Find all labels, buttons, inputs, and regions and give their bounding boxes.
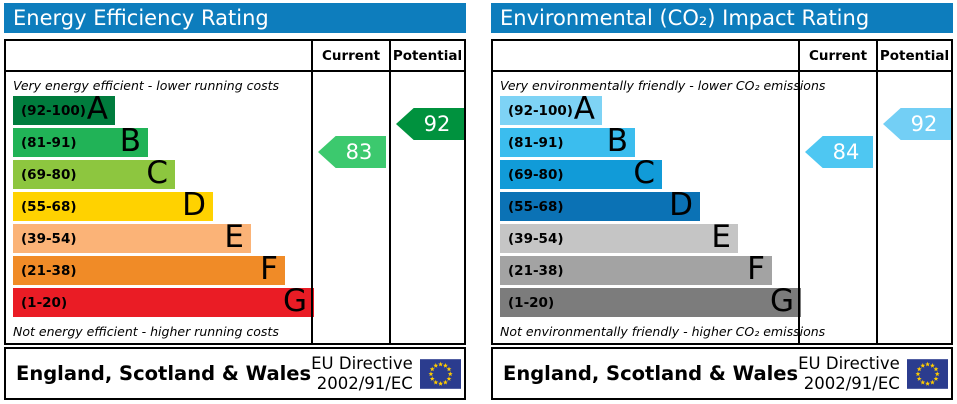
band-range: (39-54) xyxy=(508,230,564,247)
panel-environmental-impact: Environmental (CO₂) Impact Rating Curren… xyxy=(491,3,953,400)
eu-directive-line1: EU Directive xyxy=(798,353,900,373)
column-header-potential: Potential xyxy=(389,41,464,72)
caption-very-friendly: Very environmentally friendly - lower CO… xyxy=(500,78,826,93)
band-row-g: (1-20) G xyxy=(13,283,314,319)
eu-directive-label: EU Directive 2002/91/EC xyxy=(798,354,900,394)
panel-title-environmental: Environmental (CO₂) Impact Rating xyxy=(491,3,953,33)
band-range: (81-91) xyxy=(508,134,564,151)
potential-rating-arrow: 92 xyxy=(396,108,464,140)
band-row-e: (39-54) E xyxy=(500,219,798,255)
band-letter: A xyxy=(573,91,595,127)
band-row-d: (55-68) D xyxy=(500,187,798,223)
column-header-potential: Potential xyxy=(876,41,951,72)
band-letter: G xyxy=(282,283,307,319)
band-letter: E xyxy=(224,219,244,255)
band-b: (81-91) B xyxy=(500,123,635,159)
band-row-b: (81-91) B xyxy=(13,123,311,159)
band-row-d: (55-68) D xyxy=(13,187,311,223)
band-range: (81-91) xyxy=(21,134,77,151)
panel-title-energy: Energy Efficiency Rating xyxy=(4,3,466,33)
eu-flag-icon xyxy=(419,358,461,389)
band-letter: D xyxy=(669,187,693,223)
co2-bands-area: Very environmentally friendly - lower CO… xyxy=(493,72,826,344)
band-row-a: (92-100) A xyxy=(13,91,311,127)
energy-bands-area: Very energy efficient - lower running co… xyxy=(6,72,314,344)
table-corner-cell xyxy=(6,41,311,72)
band-letter: G xyxy=(769,283,794,319)
band-range: (39-54) xyxy=(21,230,77,247)
caption-very-efficient: Very energy efficient - lower running co… xyxy=(13,78,280,93)
eu-directive-line1: EU Directive xyxy=(311,353,413,373)
caption-not-friendly: Not environmentally friendly - higher CO… xyxy=(500,324,826,339)
potential-rating-column: 92 xyxy=(389,72,464,344)
band-letter: A xyxy=(86,91,108,127)
energy-rating-table: Current Potential Very energy efficient … xyxy=(4,39,466,345)
eu-directive-line2: 2002/91/EC xyxy=(803,373,900,393)
environmental-rating-table: Current Potential Very environmentally f… xyxy=(491,39,953,345)
band-range: (69-80) xyxy=(21,166,77,183)
band-row-c: (69-80) C xyxy=(500,155,798,191)
band-row-b: (81-91) B xyxy=(500,123,798,159)
band-letter: B xyxy=(119,123,141,159)
band-e: (39-54) E xyxy=(13,219,251,255)
band-g: (1-20) G xyxy=(13,283,314,319)
band-range: (92-100) xyxy=(508,102,573,119)
band-a: (92-100) A xyxy=(13,91,115,127)
band-letter: F xyxy=(260,251,278,287)
band-letter: B xyxy=(606,123,628,159)
panel-energy-efficiency: Energy Efficiency Rating Current Potenti… xyxy=(4,3,466,400)
potential-rating-column: 92 xyxy=(876,72,951,344)
band-d: (55-68) D xyxy=(13,187,213,223)
eu-directive-label: EU Directive 2002/91/EC xyxy=(311,354,413,394)
caption-not-efficient: Not energy efficient - higher running co… xyxy=(13,324,279,339)
band-row-e: (39-54) E xyxy=(13,219,311,255)
band-letter: F xyxy=(747,251,765,287)
eu-directive-line2: 2002/91/EC xyxy=(316,373,413,393)
band-range: (1-20) xyxy=(21,294,68,311)
band-g: (1-20) G xyxy=(500,283,801,319)
band-f: (21-38) F xyxy=(13,251,285,287)
current-rating-arrow: 84 xyxy=(805,136,873,168)
band-b: (81-91) B xyxy=(13,123,148,159)
band-row-g: (1-20) G xyxy=(500,283,801,319)
band-range: (21-38) xyxy=(508,262,564,279)
band-c: (69-80) C xyxy=(13,155,175,191)
band-letter: C xyxy=(633,155,655,191)
band-letter: C xyxy=(146,155,168,191)
region-label: England, Scotland & Wales xyxy=(503,362,799,385)
current-rating-column: 84 xyxy=(798,72,876,344)
band-row-a: (92-100) A xyxy=(500,91,798,127)
band-f: (21-38) F xyxy=(500,251,772,287)
band-row-f: (21-38) F xyxy=(500,251,798,287)
current-rating-arrow: 83 xyxy=(318,136,386,168)
band-letter: E xyxy=(711,219,731,255)
band-range: (55-68) xyxy=(21,198,77,215)
band-row-c: (69-80) C xyxy=(13,155,311,191)
band-a: (92-100) A xyxy=(500,91,602,127)
band-d: (55-68) D xyxy=(500,187,700,223)
band-letter: D xyxy=(182,187,206,223)
band-e: (39-54) E xyxy=(500,219,738,255)
potential-rating-arrow: 92 xyxy=(883,108,951,140)
region-label: England, Scotland & Wales xyxy=(16,362,312,385)
band-range: (1-20) xyxy=(508,294,555,311)
panel-footer-energy: England, Scotland & Wales EU Directive 2… xyxy=(4,347,466,400)
band-range: (55-68) xyxy=(508,198,564,215)
column-header-current: Current xyxy=(798,41,876,72)
panel-footer-environmental: England, Scotland & Wales EU Directive 2… xyxy=(491,347,953,400)
table-corner-cell xyxy=(493,41,798,72)
current-rating-column: 83 xyxy=(311,72,389,344)
band-range: (92-100) xyxy=(21,102,86,119)
eu-flag-icon xyxy=(906,358,948,389)
band-range: (21-38) xyxy=(21,262,77,279)
band-c: (69-80) C xyxy=(500,155,662,191)
band-range: (69-80) xyxy=(508,166,564,183)
band-row-f: (21-38) F xyxy=(13,251,311,287)
column-header-current: Current xyxy=(311,41,389,72)
